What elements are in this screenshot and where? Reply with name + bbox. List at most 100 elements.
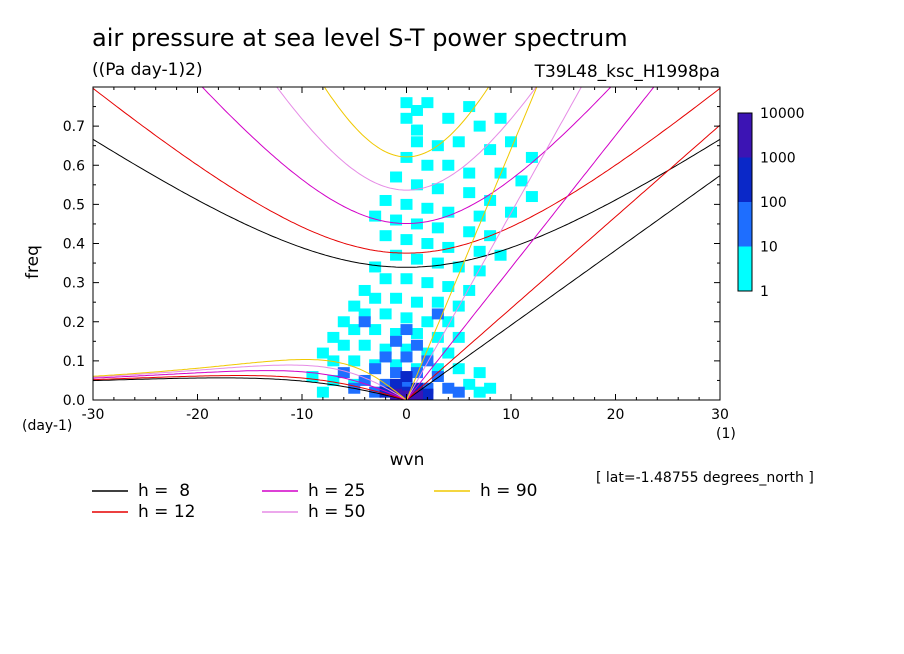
x-tick-label: -10 — [291, 407, 314, 423]
heatmap-cell — [410, 179, 423, 191]
heatmap-cell — [348, 300, 361, 312]
heatmap-cell — [431, 183, 444, 195]
x-axis-unit: (1) — [716, 426, 736, 442]
heatmap-cell — [348, 355, 361, 367]
dispersion-curve — [93, 375, 407, 400]
dispersion-curves — [93, 87, 720, 400]
heatmap-cell — [369, 292, 382, 304]
heatmap-cell — [337, 339, 350, 351]
x-tick-label: -20 — [186, 407, 209, 423]
heatmap-cell — [463, 226, 476, 238]
heatmap-cell — [463, 101, 476, 113]
heatmap-cell — [400, 351, 413, 363]
heatmap-cell — [431, 257, 444, 269]
heatmap-cell — [421, 159, 434, 171]
heatmap-cell — [400, 324, 413, 336]
legend: h = 8h = 12 h = 25h = 50 h = 90 — [92, 481, 537, 522]
heatmap-cell — [452, 261, 465, 273]
legend-label: h = 12 — [138, 502, 195, 522]
heatmap-cell — [410, 218, 423, 230]
latitude-annotation: [ lat=-1.48755 degrees_north ] — [596, 470, 814, 486]
dispersion-curve — [406, 87, 582, 400]
heatmap-cell — [390, 292, 403, 304]
heatmap-cell — [400, 151, 413, 163]
heatmap-cell — [390, 171, 403, 183]
colorbar-label: 10000 — [760, 106, 805, 122]
heatmap-cell — [410, 136, 423, 148]
heatmap-cell — [327, 331, 340, 343]
heatmap-cell — [400, 234, 413, 246]
colorbar-label: 1000 — [760, 151, 796, 167]
heatmap-cell — [348, 324, 361, 336]
heatmap-cell — [494, 249, 507, 261]
x-tick-label: -30 — [82, 407, 105, 423]
heatmap-cell — [452, 331, 465, 343]
heatmap-cell — [442, 112, 455, 124]
x-tick-label: 30 — [711, 407, 729, 423]
heatmap-cell — [400, 343, 413, 355]
x-tick-label: 10 — [502, 407, 520, 423]
axis-ticks: -30 -20 -10 0 10 20 30 0.0 0.1 0.2 0.3 0.4 0.5 0.6 0.7 — [63, 87, 729, 423]
colorbar-segment — [738, 246, 752, 291]
y-tick-label: 0.2 — [63, 315, 85, 331]
heatmap-cell — [431, 371, 444, 383]
heatmap-cell — [369, 324, 382, 336]
heatmap-layer — [306, 97, 538, 400]
heatmap-cell — [379, 308, 392, 320]
heatmap-cell — [390, 214, 403, 226]
heatmap-cell — [306, 371, 319, 383]
heatmap-cell — [410, 296, 423, 308]
heatmap-cell — [316, 386, 329, 398]
heatmap-cell — [400, 371, 413, 383]
heatmap-cell — [421, 388, 434, 400]
heatmap-cell — [337, 316, 350, 328]
heatmap-cell — [421, 202, 434, 214]
heatmap-cell — [421, 355, 434, 367]
y-tick-label: 0.0 — [63, 393, 85, 409]
heatmap-cell — [400, 312, 413, 324]
heatmap-cell — [421, 238, 434, 249]
heatmap-cell — [442, 159, 455, 171]
dispersion-curve — [93, 377, 407, 400]
y-tick-label: 0.6 — [63, 158, 85, 174]
heatmap-cell — [442, 281, 455, 293]
colorbar-label: 10 — [760, 240, 778, 256]
heatmap-cell — [504, 136, 518, 148]
y-tick-label: 0.1 — [63, 354, 85, 370]
heatmap-cell — [421, 382, 434, 394]
y-tick-label: 0.7 — [63, 119, 85, 135]
dispersion-curve — [93, 370, 407, 400]
x-tick-label: 20 — [607, 407, 625, 423]
heatmap-cell — [410, 382, 423, 394]
heatmap-cell — [379, 273, 392, 285]
chart-units: ((Pa day-1)2) — [92, 60, 203, 80]
heatmap-cell — [390, 328, 403, 339]
heatmap-cell — [390, 249, 403, 261]
heatmap-cell — [442, 382, 455, 394]
heatmap-cell — [400, 273, 413, 285]
heatmap-cell — [327, 374, 340, 386]
heatmap-cell — [473, 210, 486, 222]
colorbar-label: 100 — [760, 195, 787, 211]
heatmap-cell — [358, 284, 371, 296]
heatmap-cell — [452, 386, 465, 398]
colorbar-segment — [738, 113, 752, 158]
heatmap-cell — [421, 347, 434, 359]
heatmap-cell — [337, 367, 350, 379]
heatmap-cell — [442, 316, 455, 328]
heatmap-cell — [525, 191, 538, 203]
heatmap-cell — [410, 339, 423, 351]
heatmap-cell — [463, 378, 476, 390]
heatmap-cell — [473, 367, 486, 379]
y-tick-label: 0.4 — [63, 237, 85, 253]
y-tick-label: 0.5 — [63, 197, 85, 213]
heatmap-cell — [421, 277, 434, 289]
heatmap-cell — [358, 374, 371, 386]
heatmap-cell — [379, 351, 392, 363]
heatmap-cell — [431, 222, 444, 234]
heatmap-cell — [358, 308, 371, 320]
heatmap-cell — [410, 253, 423, 265]
dispersion-curve — [93, 138, 720, 268]
heatmap-cell — [400, 97, 413, 109]
